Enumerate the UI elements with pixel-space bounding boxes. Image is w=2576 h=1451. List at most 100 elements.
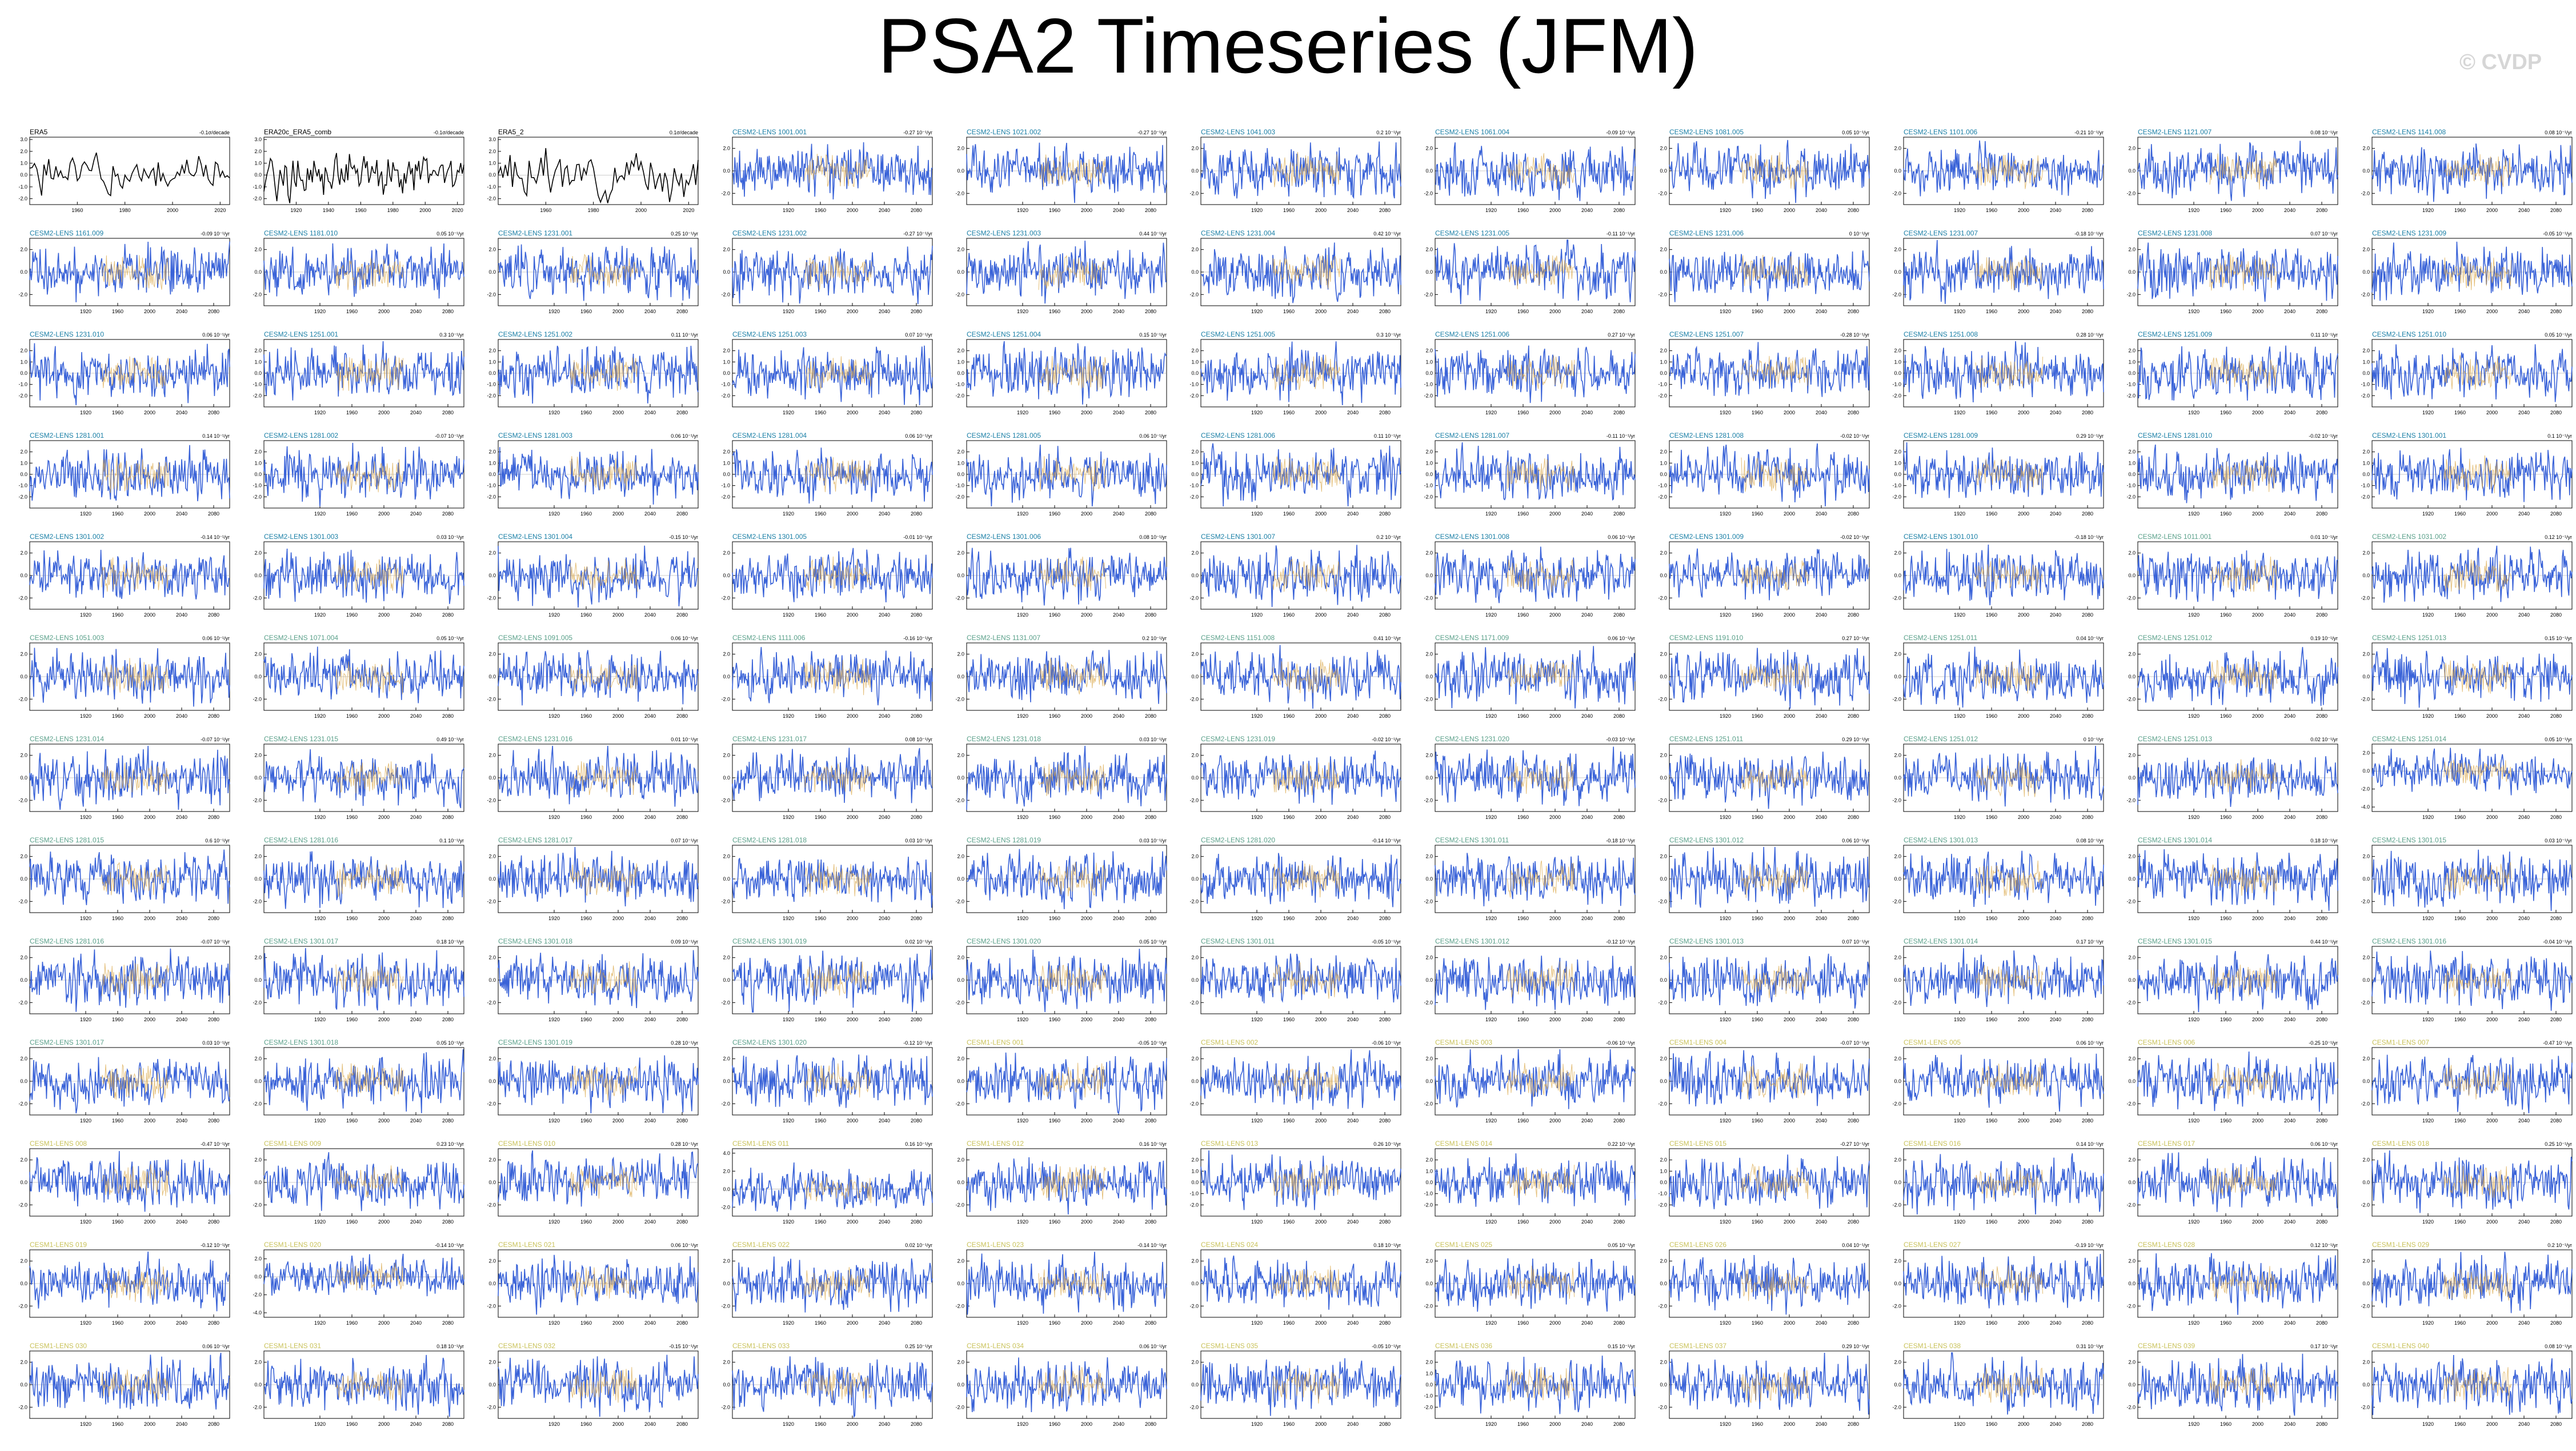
x-tick-label: 1920 [1251, 511, 1263, 517]
x-tick-label: 2040 [1581, 612, 1593, 618]
x-tick-label: 1960 [815, 612, 826, 618]
obs-overlay-line [2209, 1166, 2278, 1198]
x-tick-label: 1960 [540, 207, 551, 213]
obs-overlay-line [1507, 762, 1575, 794]
trend-label: -0.09 10⁻¹/yr [1606, 130, 1635, 135]
chart-panel: CESM2-LENS 1031.002 0.12 10⁻¹/yr-2.00.02.… [2361, 533, 2573, 618]
trend-label: 0.15 10⁻¹/yr [1608, 1344, 1635, 1349]
y-tick-label: 0.0 [957, 876, 964, 882]
x-tick-label: 2000 [1315, 410, 1327, 415]
x-tick-label: 2080 [676, 1421, 688, 1427]
x-tick-label: 2000 [847, 1421, 858, 1427]
x-tick-label: 2080 [2316, 1421, 2327, 1427]
x-tick-label: 2040 [2050, 814, 2061, 820]
y-tick-label: -1.0 [1892, 483, 1901, 489]
y-tick-label: 2.0 [723, 1056, 730, 1062]
y-tick-label: 0.0 [254, 674, 262, 679]
series-line [263, 548, 464, 604]
y-tick-label: 0.0 [2362, 370, 2370, 376]
y-tick-label: -2.0 [253, 1101, 262, 1106]
chart-panel: CESM2-LENS 1301.008 0.06 10⁻¹/yr-2.00.02.… [1424, 533, 1636, 618]
x-tick-label: 2000 [2252, 713, 2263, 719]
x-tick-label: 1920 [1720, 1320, 1731, 1326]
x-tick-label: 1920 [548, 814, 560, 820]
y-tick-label: 0.0 [1425, 674, 1433, 679]
y-tick-label: 0.0 [1660, 269, 1667, 275]
x-tick-label: 1960 [346, 309, 358, 314]
series-line [263, 1152, 464, 1212]
trend-label: 0.3 10⁻¹/yr [1376, 332, 1401, 338]
x-tick-label: 2040 [410, 309, 422, 314]
x-tick-label: 2040 [2518, 410, 2530, 415]
x-tick-label: 2000 [847, 1118, 858, 1124]
x-tick-label: 2080 [208, 814, 219, 820]
series-line [263, 1253, 464, 1297]
chart-panel: CESM2-LENS 1151.008 0.41 10⁻¹/yr-2.00.02.… [1189, 634, 1401, 719]
panel-title: CESM2-LENS 1251.012 [1904, 735, 1978, 743]
panel-title: CESM2-LENS 1231.018 [967, 735, 1041, 743]
x-tick-label: 2080 [2082, 511, 2093, 517]
y-tick-label: -2.0 [1189, 393, 1199, 398]
chart-panel: CESM2-LENS 1251.012 0 10⁻¹/yr-2.00.02.019… [1892, 735, 2104, 820]
x-tick-label: 2000 [1784, 916, 1795, 921]
series-line [2137, 141, 2338, 201]
obs-overlay-line [804, 1063, 872, 1098]
series-line [966, 650, 1167, 704]
trend-label: 0.03 10⁻¹/yr [1139, 737, 1167, 742]
panel-title: CESM1-LENS 009 [264, 1140, 321, 1148]
x-tick-label: 1920 [80, 916, 91, 921]
panel-title: CESM1-LENS 029 [2372, 1241, 2429, 1249]
x-tick-label: 2080 [442, 410, 454, 415]
panel-title: CESM2-LENS 1251.013 [2372, 634, 2446, 642]
y-tick-label: 2.0 [254, 1056, 262, 1062]
trend-label: 0.03 10⁻¹/yr [202, 1040, 230, 1046]
x-tick-label: 2000 [2486, 1118, 2498, 1124]
trend-label: 0.2 10⁻¹/yr [1142, 635, 1167, 641]
series-line [1903, 140, 2104, 197]
chart-panel: CESM2-LENS 1301.020 -0.12 10⁻¹/yr-2.00.02… [721, 1038, 933, 1124]
y-tick-label: 2.0 [1894, 348, 1901, 354]
y-tick-label: 2.0 [488, 1056, 496, 1062]
y-tick-label: 2.0 [1191, 449, 1199, 455]
chart-panel: CESM1-LENS 005 0.06 10⁻¹/yr-2.00.02.01920… [1892, 1038, 2104, 1124]
x-tick-label: 2000 [1784, 1017, 1795, 1022]
x-tick-label: 1920 [314, 713, 326, 719]
x-tick-label: 2040 [879, 1219, 890, 1225]
x-tick-label: 2040 [644, 1219, 656, 1225]
x-tick-label: 1960 [1049, 713, 1060, 719]
x-tick-label: 2080 [911, 1118, 922, 1124]
x-tick-label: 2040 [879, 511, 890, 517]
panel-title: CESM2-LENS 1301.012 [1435, 937, 1509, 945]
y-tick-label: 0.0 [1894, 1382, 1901, 1388]
x-tick-label: 2000 [167, 207, 178, 213]
y-tick-label: 0.0 [2362, 674, 2370, 679]
y-tick-label: 2.0 [1191, 146, 1199, 151]
y-tick-label: 0.0 [2362, 1281, 2370, 1286]
y-tick-label: 0.0 [2362, 573, 2370, 578]
x-tick-label: 2080 [1848, 1421, 1859, 1427]
x-tick-label: 2040 [1113, 713, 1124, 719]
trend-label: 0.07 10⁻¹/yr [905, 332, 932, 338]
panel-title: CESM1-LENS 015 [1669, 1140, 1726, 1148]
trend-label: 0.08 10⁻¹/yr [2076, 838, 2104, 844]
y-tick-label: -2.0 [1658, 1404, 1667, 1410]
x-tick-label: 2080 [1613, 612, 1625, 618]
panel-title: CESM2-LENS 1141.008 [2372, 128, 2446, 136]
x-tick-label: 1920 [1485, 612, 1497, 618]
y-tick-label: -2.0 [1424, 1101, 1433, 1106]
y-tick-label: -2.0 [253, 494, 262, 499]
y-tick-label: -2.0 [721, 898, 730, 904]
y-tick-label: -1.0 [2361, 483, 2370, 489]
x-tick-label: 2040 [644, 713, 656, 719]
x-tick-label: 2080 [1613, 916, 1625, 921]
x-tick-label: 2080 [442, 1320, 454, 1326]
obs-overlay-line [101, 456, 170, 493]
panel-title: CESM2-LENS 1231.005 [1435, 229, 1509, 237]
panel-title: CESM2-LENS 1231.001 [498, 229, 572, 237]
y-tick-label: -2.0 [1892, 696, 1901, 702]
x-tick-label: 2000 [2018, 1017, 2029, 1022]
obs-overlay-line [1741, 1269, 1809, 1301]
obs-overlay-line [804, 154, 872, 187]
panel-title: CESM1-LENS 013 [1201, 1140, 1258, 1148]
x-tick-label: 2080 [442, 814, 454, 820]
